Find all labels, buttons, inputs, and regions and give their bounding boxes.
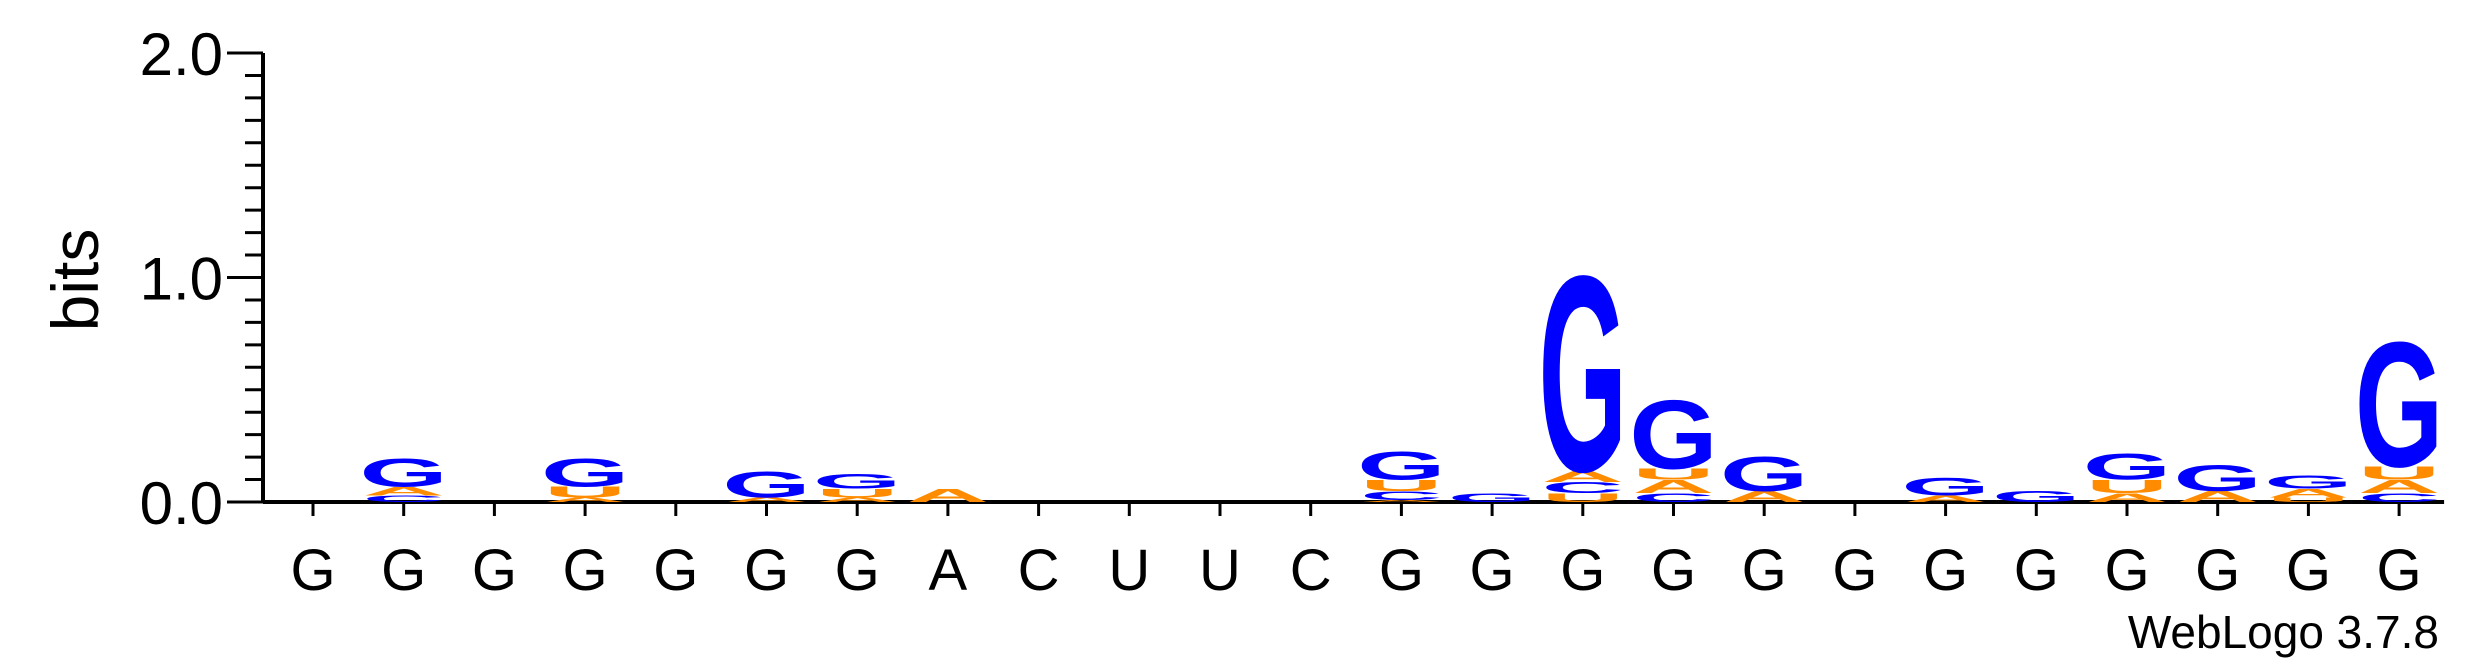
logo-letter-G: G [1992, 488, 2081, 505]
logo-letter-A: A [725, 497, 807, 504]
logo-letter-C: C [1632, 491, 1714, 505]
logo-letter-U: U [544, 484, 626, 501]
logo-letter-U: U [1632, 466, 1714, 483]
logo-letter-G: G [813, 469, 902, 493]
x-tick-label: G [381, 538, 426, 603]
x-tick-label: G [2377, 538, 2422, 603]
x-tick-label: U [1108, 538, 1150, 603]
y-tick-label: 1.0 [140, 246, 223, 313]
logo-letter-G: G [722, 464, 811, 505]
weblogo-credit: WebLogo 3.7.8 [2127, 606, 2439, 658]
x-tick-label: U [1199, 538, 1241, 603]
y-axis-label: bits [38, 229, 112, 332]
logo-letter-G: G [1357, 444, 1446, 489]
y-tick-label: 2.0 [140, 21, 223, 88]
logo-letter-A: A [1360, 499, 1442, 502]
logo-letter-A: A [1723, 488, 1805, 505]
x-tick-label: G [290, 538, 335, 603]
logo-letter-U: U [2267, 497, 2349, 504]
logo-letter-U: U [2086, 477, 2168, 498]
logo-letter-U: U [1542, 491, 1624, 505]
x-tick-label: G [1470, 538, 1515, 603]
x-tick-label: G [1651, 538, 1696, 603]
y-axis: 0.0 1.0 2.0 [140, 21, 2445, 537]
logo-letter-G: G [2355, 305, 2444, 504]
x-tick-label: C [1290, 538, 1332, 603]
x-tick-label: G [653, 538, 698, 603]
logo-letter-A: A [816, 497, 898, 504]
logo-letter-A: A [2086, 491, 2168, 505]
logo-letter-G: G [2083, 446, 2172, 487]
logo-letter-A: A [1632, 477, 1714, 498]
x-tick-label: G [472, 538, 517, 603]
logo-letter-U: U [816, 487, 898, 501]
logo-letter-A: A [2358, 477, 2440, 498]
logo-letter-A: A [2177, 488, 2259, 505]
x-tick-label: G [563, 538, 608, 603]
x-tick-label: G [744, 538, 789, 603]
x-tick-label: G [1560, 538, 1605, 603]
logo-letter-U: U [1360, 477, 1442, 494]
logo-letter-G: G [541, 451, 630, 496]
x-tick-label: G [2286, 538, 2331, 603]
x-tick-label: G [835, 538, 880, 603]
logo-letter-A: A [2267, 487, 2349, 501]
x-tick-label: G [2195, 538, 2240, 603]
x-tick-label: G [1832, 538, 1877, 603]
logo-letter-A: A [363, 484, 445, 498]
x-tick-label: G [1742, 538, 1787, 603]
logo-letter-A: A [544, 497, 626, 504]
logo-letter-G: G [1448, 491, 1537, 505]
x-tick-label: C [1018, 538, 1060, 603]
x-tick-label: A [929, 538, 968, 603]
x-tick-label: G [2014, 538, 2059, 603]
logo-letter-G: G [1720, 446, 1809, 501]
logo-letter-G: G [1539, 219, 1628, 531]
x-tick-label: G [1923, 538, 1968, 603]
logo-letter-G: G [2173, 457, 2262, 498]
logo-letter-G: G [1629, 380, 1718, 490]
x-tick-label: G [1379, 538, 1424, 603]
logo-letter-C: C [1542, 479, 1624, 496]
logo-letter-C: C [1360, 489, 1442, 503]
logo-letter-G: G [2264, 472, 2353, 493]
logo-letter-C: C [363, 494, 445, 504]
logo-letter-A: A [1542, 468, 1624, 485]
logo-letter-G: G [1901, 473, 1990, 500]
logo-letter-A: A [1904, 494, 1986, 504]
x-tick-label: G [2104, 538, 2149, 603]
logo-letter-A: A [907, 485, 989, 506]
y-tick-label: 0.0 [140, 470, 223, 537]
logo-letter-U: U [2358, 463, 2440, 484]
logo-letter-C: C [2358, 491, 2440, 505]
logo-letter-G: G [359, 451, 448, 496]
